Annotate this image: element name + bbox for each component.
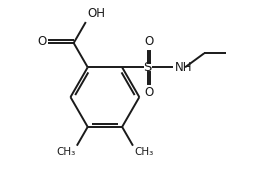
Text: OH: OH	[87, 7, 105, 20]
Text: NH: NH	[175, 61, 192, 74]
Text: O: O	[144, 35, 153, 48]
Text: O: O	[37, 35, 47, 48]
Text: CH₃: CH₃	[56, 147, 76, 157]
Text: CH₃: CH₃	[134, 147, 153, 157]
Text: O: O	[144, 86, 153, 99]
Text: S: S	[143, 61, 152, 74]
